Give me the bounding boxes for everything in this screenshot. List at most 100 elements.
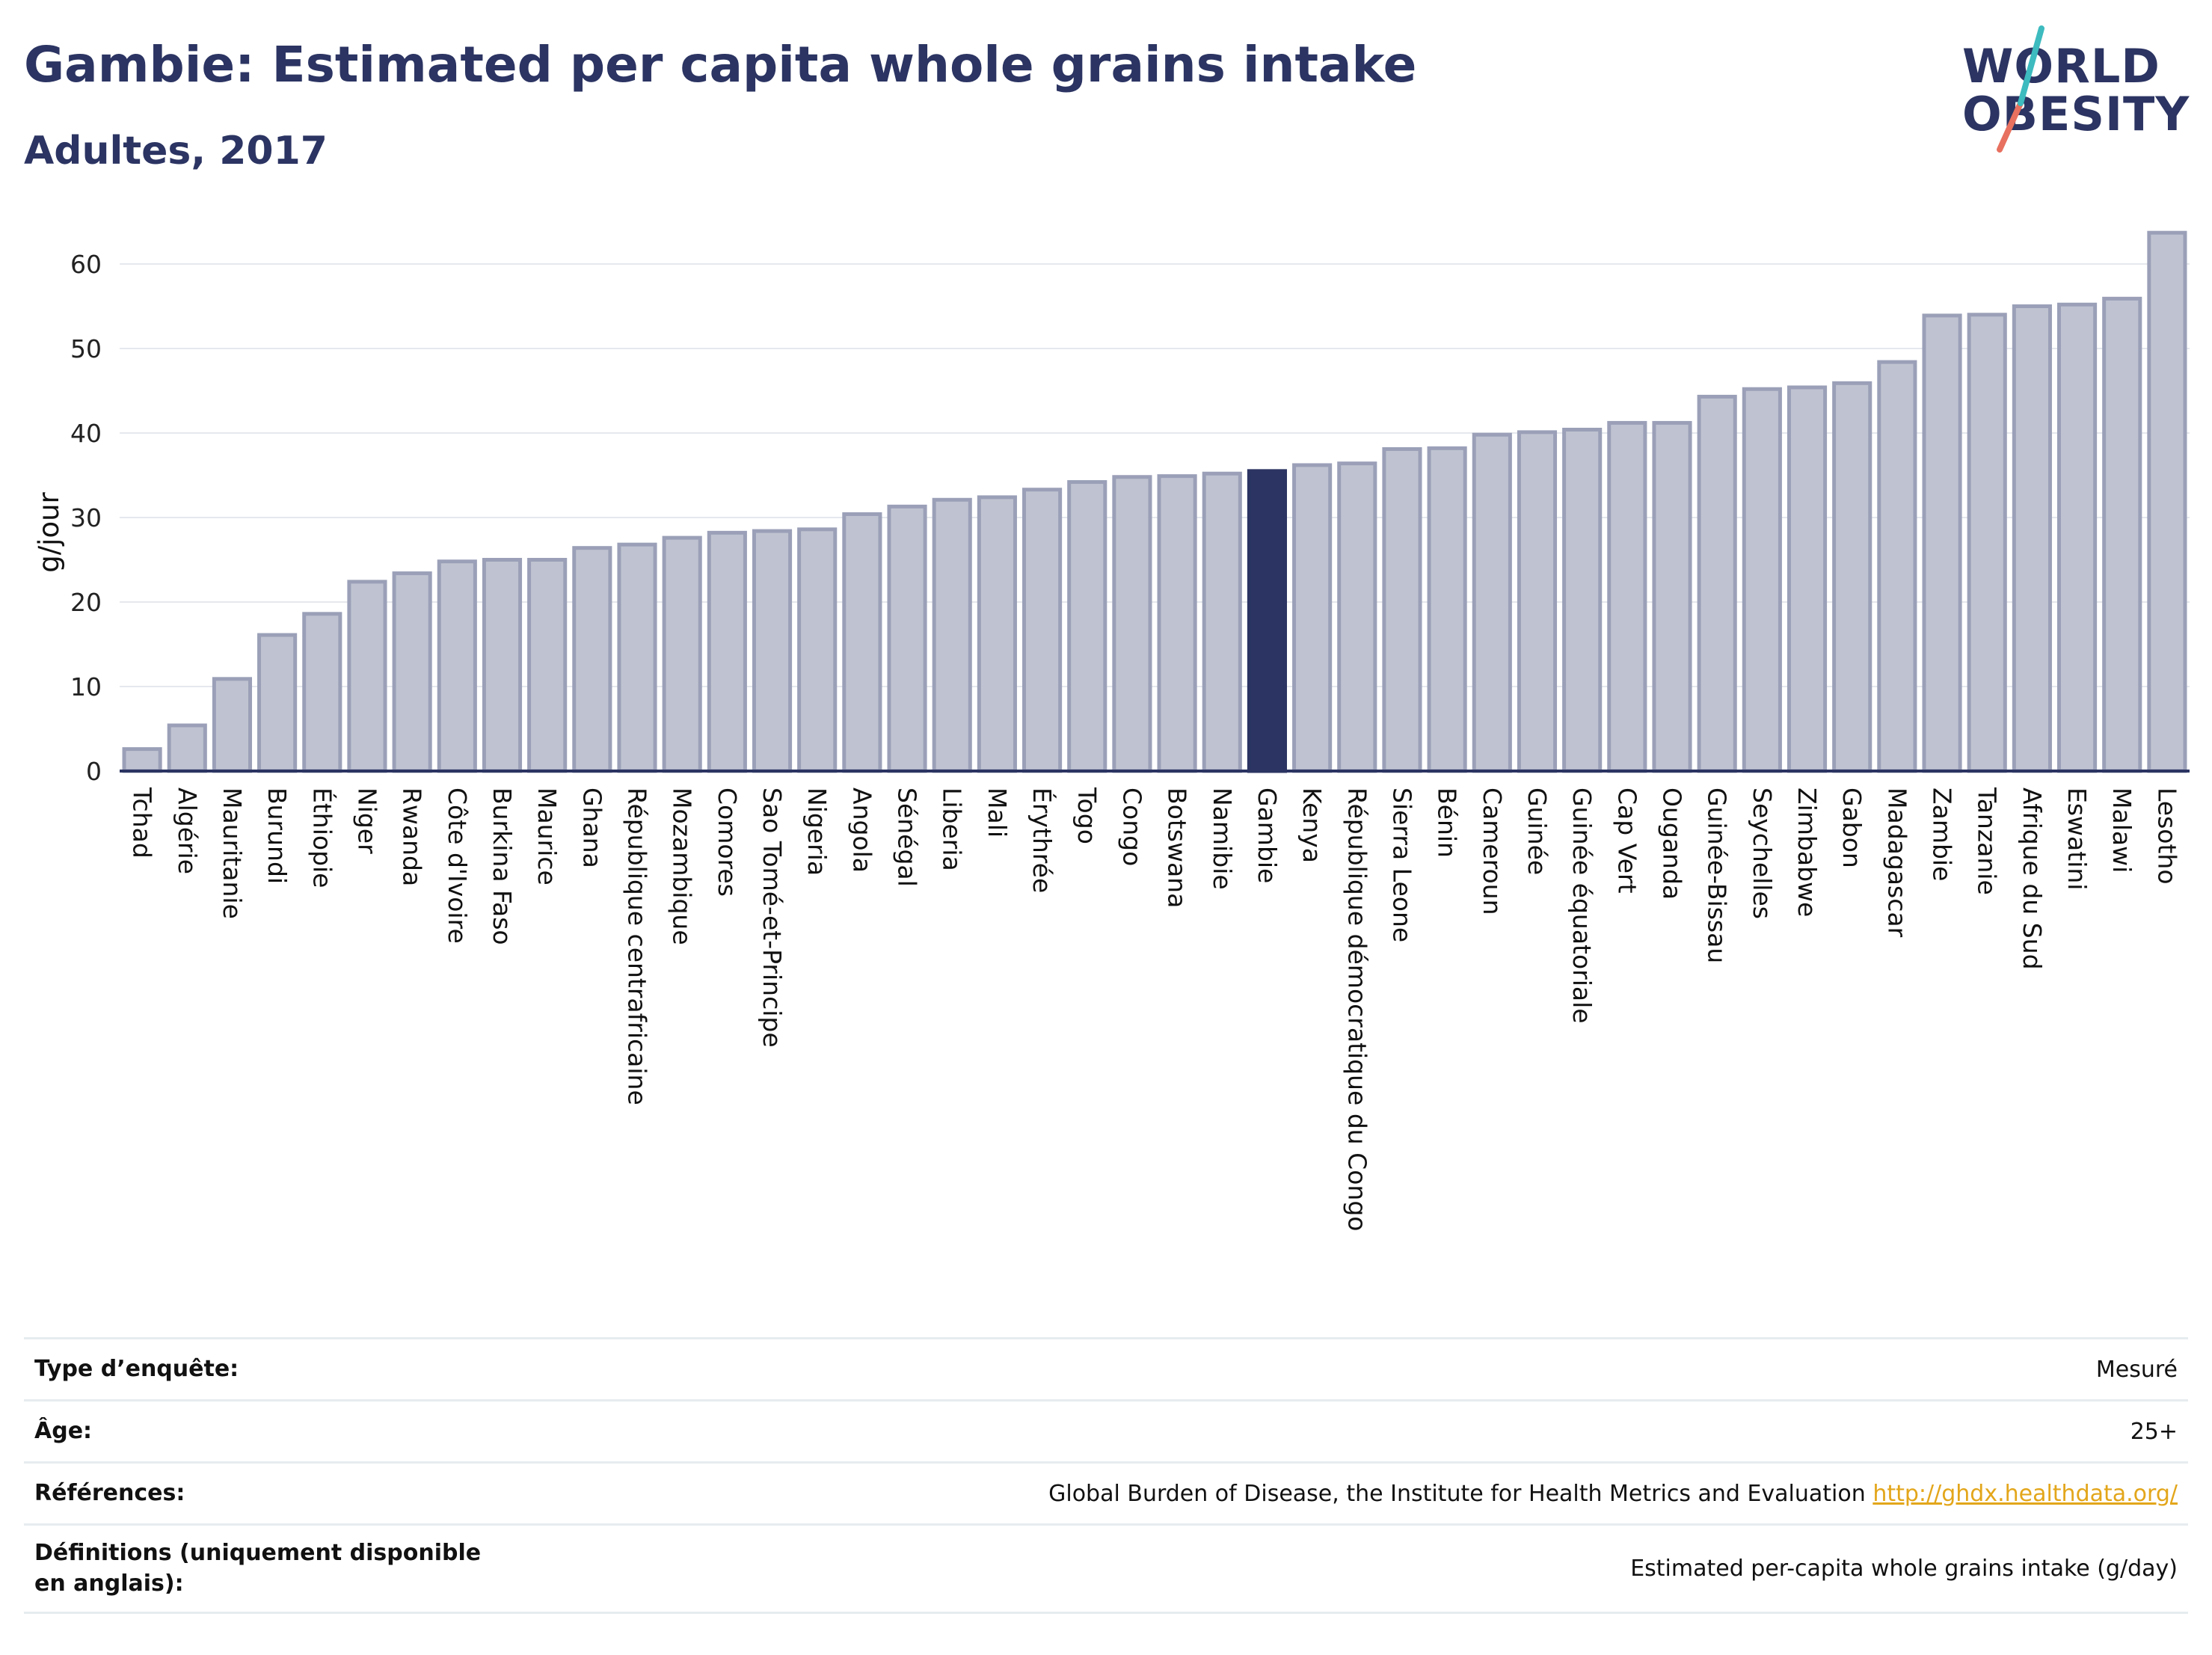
x-tick-label: Zimbabwe bbox=[1792, 787, 1822, 917]
x-tick-label: Guinée bbox=[1523, 787, 1552, 875]
info-label: Âge: bbox=[24, 1399, 523, 1464]
bar-alg-rie bbox=[167, 723, 207, 773]
x-tick-label: Érythrée bbox=[1027, 787, 1057, 893]
x-tick-label: Sénégal bbox=[893, 787, 922, 887]
x-tick-label: Côte d'Ivoire bbox=[443, 787, 472, 944]
bar-sao-tom-et-principe bbox=[752, 529, 793, 773]
x-tick-label: Sierra Leone bbox=[1387, 787, 1416, 942]
world-obesity-logo: WORLD OBESITY bbox=[1952, 21, 2199, 156]
x-tick-label: Namibie bbox=[1208, 787, 1237, 890]
bar-ghana bbox=[572, 546, 612, 773]
info-label: Références: bbox=[24, 1461, 523, 1526]
bar-namibie bbox=[1202, 471, 1242, 773]
bar-mauritanie bbox=[212, 677, 253, 773]
x-tick-label: Madagascar bbox=[1882, 787, 1911, 938]
category-labels: Tchad Algérie Mauritanie Burundi Éthiopie Nig… bbox=[128, 787, 2182, 1231]
x-tick-label: Niger bbox=[352, 787, 381, 854]
bar-cap-vert bbox=[1607, 420, 1647, 773]
bar-rwanda bbox=[392, 571, 432, 773]
x-tick-label: Rwanda bbox=[398, 787, 427, 886]
x-tick-label: République démocratique du Congo bbox=[1342, 787, 1371, 1231]
bar--thiopie bbox=[302, 612, 342, 773]
bar-liberia bbox=[932, 497, 972, 773]
x-tick-label: Gabon bbox=[1837, 787, 1867, 868]
bar-kenya bbox=[1292, 463, 1333, 773]
x-tick-label: Cameroun bbox=[1478, 787, 1507, 915]
bar--rythr-e bbox=[1021, 488, 1063, 773]
bar-angola bbox=[842, 512, 882, 773]
x-tick-label: Ouganda bbox=[1658, 787, 1687, 900]
bar-mozambique bbox=[662, 535, 702, 773]
x-tick-label: Ghana bbox=[577, 787, 606, 868]
x-tick-label: Tchad bbox=[128, 787, 157, 859]
x-tick-label: Botswana bbox=[1163, 787, 1192, 908]
bar-r-publique-d-mocratique-du-congo bbox=[1337, 461, 1377, 773]
y-tick-label: 30 bbox=[70, 503, 102, 532]
bar-tchad bbox=[122, 747, 162, 773]
info-value: Mesuré bbox=[523, 1337, 2188, 1401]
y-tick-label: 10 bbox=[70, 672, 102, 701]
bar-zambie bbox=[1922, 313, 1962, 773]
reference-link[interactable]: http://ghdx.healthdata.org/ bbox=[1872, 1480, 2178, 1507]
bar-c-te-d-ivoire bbox=[437, 559, 477, 773]
y-tick-label: 40 bbox=[70, 419, 102, 448]
bar-cameroun bbox=[1472, 432, 1512, 773]
info-value: 25+ bbox=[523, 1399, 2188, 1464]
bar-b-nin bbox=[1427, 446, 1467, 773]
bar-comores bbox=[707, 530, 747, 773]
x-tick-label: Mozambique bbox=[668, 787, 697, 945]
bar-guin-e bbox=[1517, 430, 1558, 773]
logo-line-2: OBESITY bbox=[1962, 87, 2190, 141]
y-tick-label: 60 bbox=[70, 250, 102, 279]
info-label: Type d’enquête: bbox=[24, 1337, 523, 1401]
x-tick-label: Lesotho bbox=[2152, 787, 2181, 885]
info-value: Estimated per-capita whole grains intake… bbox=[523, 1523, 2188, 1614]
info-label: Définitions (uniquement disponible en an… bbox=[24, 1523, 523, 1614]
bar-zimbabwe bbox=[1787, 385, 1828, 773]
bar-burkina-faso bbox=[482, 558, 523, 773]
bar-madagascar bbox=[1877, 360, 1917, 773]
info-row-age: Âge: 25+ bbox=[24, 1399, 2188, 1464]
logo-line-1: WORLD bbox=[1962, 39, 2160, 93]
x-tick-label: Togo bbox=[1072, 787, 1102, 844]
chart-subtitle: Adultes, 2017 bbox=[24, 129, 328, 174]
bar-chart: 0 10 20 30 40 50 60 Tchad Algérie Mauritanie Buru… bbox=[33, 230, 2190, 1231]
x-tick-label: Eswatini bbox=[2062, 787, 2092, 890]
bar-togo bbox=[1067, 480, 1107, 773]
bar-sierra-leone bbox=[1382, 446, 1422, 773]
info-value-cell: Global Burden of Disease, the Institute … bbox=[523, 1461, 2188, 1526]
x-tick-label: Kenya bbox=[1297, 787, 1327, 863]
bars bbox=[122, 230, 2187, 773]
info-row-definitions: Définitions (uniquement disponible en an… bbox=[24, 1523, 2188, 1614]
bar-malawi bbox=[2102, 296, 2142, 773]
bar-guin-e-bissau bbox=[1697, 394, 1737, 773]
bar-r-publique-centrafricaine bbox=[617, 542, 657, 773]
y-axis-title: g/jour bbox=[33, 491, 65, 572]
x-tick-label: Liberia bbox=[938, 787, 967, 871]
bar-burundi bbox=[257, 633, 298, 773]
bar-seychelles bbox=[1742, 387, 1782, 773]
x-tick-label: Congo bbox=[1117, 787, 1146, 866]
x-tick-label: Bénin bbox=[1433, 787, 1462, 858]
bar-eswatini bbox=[2056, 302, 2098, 773]
bar-congo bbox=[1112, 475, 1152, 773]
x-tick-label: Cap Vert bbox=[1612, 787, 1641, 894]
x-tick-label: Seychelles bbox=[1748, 787, 1777, 919]
bar-gambie bbox=[1247, 469, 1288, 773]
bar-lesotho bbox=[2147, 230, 2187, 773]
chart-title: Gambie: Estimated per capita whole grain… bbox=[24, 36, 1417, 93]
x-tick-label: Burkina Faso bbox=[488, 787, 517, 945]
bar-tanzanie bbox=[1967, 313, 2007, 773]
x-tick-label: Maurice bbox=[532, 787, 562, 885]
bar-nigeria bbox=[797, 527, 838, 773]
bar-gabon bbox=[1832, 381, 1872, 773]
x-tick-label: Sao Tomé-et-Principe bbox=[758, 787, 787, 1048]
x-tick-label: Algérie bbox=[173, 787, 202, 874]
x-tick-label: Malawi bbox=[2107, 787, 2136, 873]
bar-botswana bbox=[1157, 474, 1197, 773]
y-tick-label: 50 bbox=[70, 334, 102, 363]
x-tick-label: Angola bbox=[847, 787, 876, 873]
x-tick-label: Zambie bbox=[1928, 787, 1957, 881]
x-tick-label: Guinée-Bissau bbox=[1703, 787, 1732, 963]
logo-slash-icon bbox=[1997, 25, 2044, 153]
